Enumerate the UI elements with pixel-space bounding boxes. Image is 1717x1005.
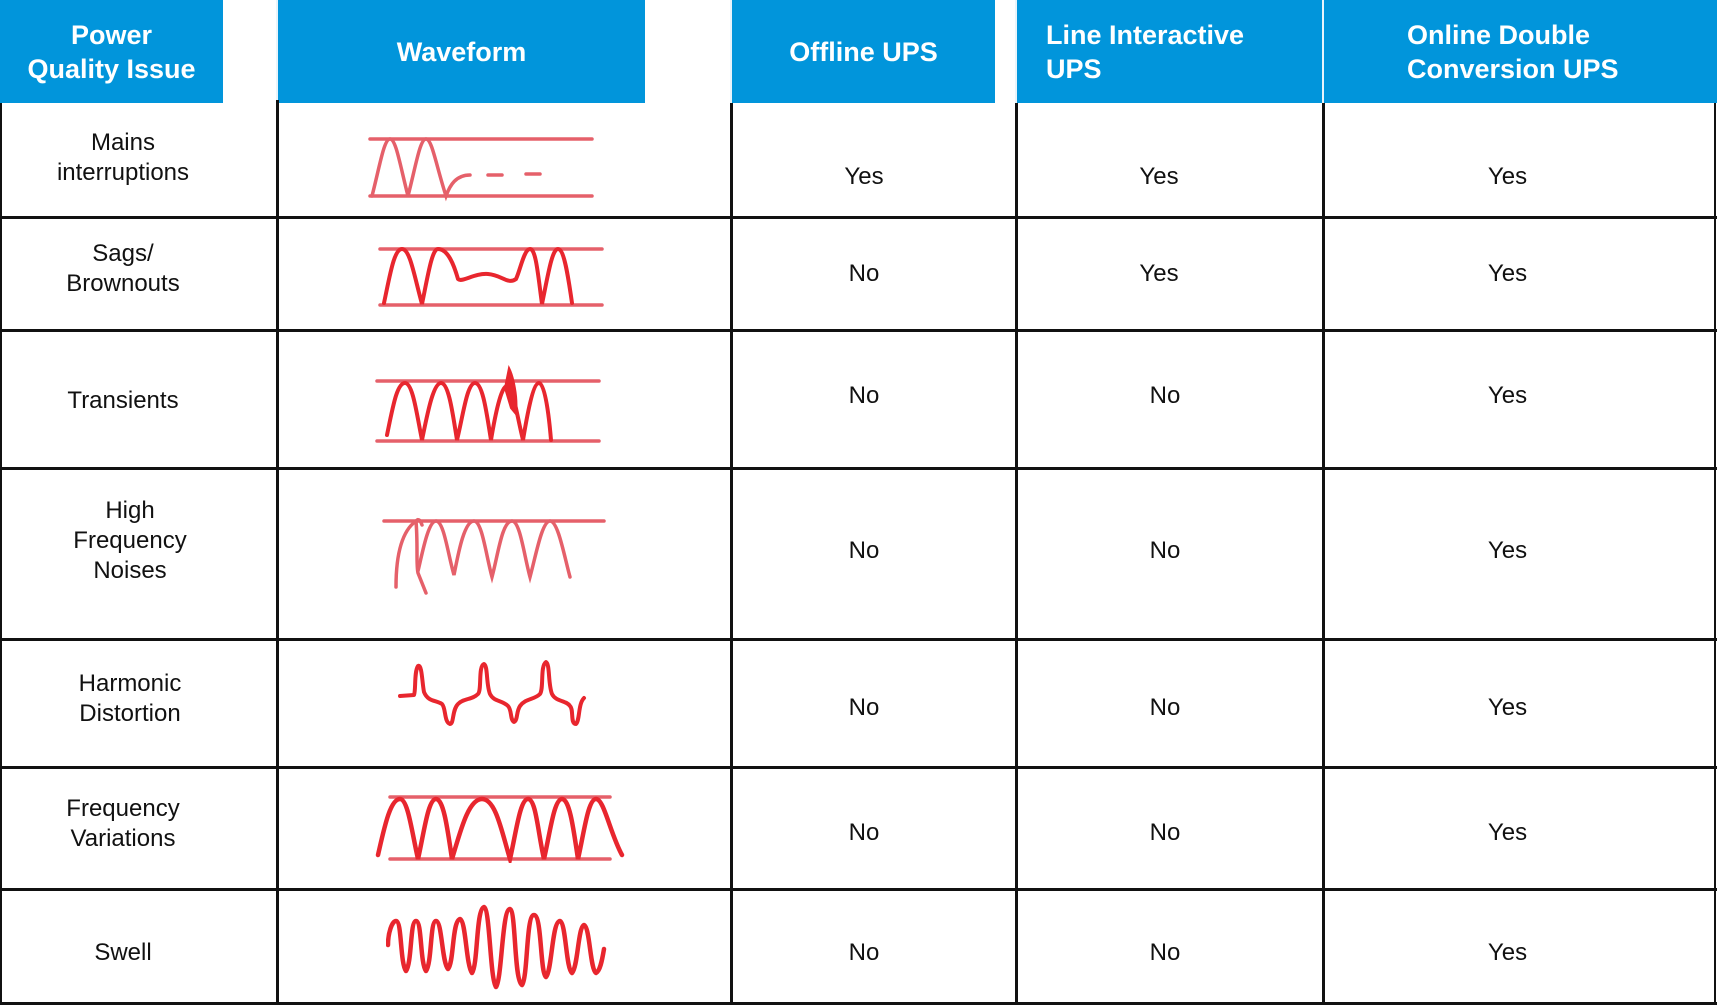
support-value: Yes [1487,260,1528,287]
header-power-quality-issue: Power Quality Issue [0,0,223,103]
grid-line [0,888,1717,891]
support-value: No [848,382,880,409]
line-interactive-ups-value: Yes [1018,249,1300,299]
support-value: Yes [1487,537,1528,564]
support-value: No [1149,819,1181,846]
offline-ups-value: No [733,526,995,576]
online-ups-value: Yes [1325,249,1690,299]
header-label: Online Double Conversion UPS [1407,19,1619,84]
table-row-swell-issue: Swell [2,928,244,978]
support-value: Yes [1487,939,1528,966]
support-value: No [848,819,880,846]
line-interactive-ups-value: No [1018,683,1312,733]
issue-label: High Frequency Noises [73,497,187,584]
high-frequency-noise-waveform-icon [382,515,606,599]
support-value: Yes [1487,694,1528,721]
issue-label: Harmonic Distortion [78,670,182,727]
harmonic-distortion-waveform-icon [398,654,606,726]
support-value: Yes [1487,163,1528,190]
grid-line [1714,103,1716,1005]
grid-line [0,766,1717,769]
sag-brownout-waveform-icon [378,245,604,311]
offline-ups-value: Yes [733,152,995,202]
offline-ups-value: No [733,249,995,299]
table-row-harmonic-distortion-issue: Harmonic Distortion [2,667,258,731]
header-divider [276,0,278,103]
line-interactive-ups-value: No [1018,808,1312,858]
support-value: Yes [1487,819,1528,846]
support-value: No [1149,382,1181,409]
online-ups-value: Yes [1325,152,1690,202]
table-row-high-frequency-noises-issue: High Frequency Noises [2,495,258,587]
table-row-frequency-variations-issue: Frequency Variations [2,792,244,856]
table-row-transients-issue: Transients [2,376,244,426]
line-interactive-ups-value: No [1018,371,1312,421]
swell-waveform-icon [386,903,622,993]
grid-line [1322,103,1325,1005]
grid-line [0,329,1717,332]
grid-line [0,1002,1717,1005]
grid-line [0,103,2,1005]
support-value: Yes [844,163,884,190]
issue-label: Mains interruptions [56,128,190,186]
table-row-sags-brownouts-issue: Sags/ Brownouts [2,230,244,308]
support-value: Yes [1139,260,1179,287]
grid-line [1015,103,1018,1005]
header-offline-ups: Offline UPS [732,0,995,103]
header-label: Power Quality Issue [27,19,196,84]
online-ups-value: Yes [1325,526,1690,576]
mains-interruption-waveform-icon [368,135,594,203]
grid-line [0,216,1717,219]
support-value: No [848,260,880,287]
support-value: No [1149,939,1181,966]
grid-line [730,103,733,1005]
support-value: Yes [1139,163,1179,190]
header-divider [730,0,732,103]
online-ups-value: Yes [1325,683,1690,733]
offline-ups-value: No [733,683,995,733]
offline-ups-value: No [733,928,995,978]
header-online-double-conversion-ups: Online Double Conversion UPS [1324,0,1717,103]
issue-label: Sags/ Brownouts [66,240,180,297]
header-line-interactive-ups: Line Interactive UPS [1017,0,1322,103]
header-label: Waveform [396,36,527,67]
header-divider [1322,0,1324,103]
online-ups-value: Yes [1325,808,1690,858]
issue-label: Swell [94,939,152,966]
online-ups-value: Yes [1325,928,1690,978]
support-value: No [1149,694,1181,721]
offline-ups-value: No [733,371,995,421]
frequency-variation-waveform-icon [374,793,628,863]
online-ups-value: Yes [1325,371,1690,421]
line-interactive-ups-value: Yes [1018,152,1300,202]
offline-ups-value: No [733,808,995,858]
header-waveform: Waveform [278,0,645,103]
header-label: Offline UPS [789,36,938,67]
header-divider [1015,0,1017,103]
transient-waveform-icon [375,346,603,446]
line-interactive-ups-value: No [1018,526,1312,576]
support-value: No [848,694,880,721]
issue-label: Transients [67,387,179,414]
table-row-mains-interruptions-issue: Mains interruptions [2,119,244,196]
issue-label: Frequency Variations [66,795,180,852]
line-interactive-ups-value: No [1018,928,1312,978]
support-value: No [848,537,880,564]
support-value: No [848,939,880,966]
header-label: Line Interactive UPS [1046,19,1245,84]
grid-line [0,638,1717,641]
support-value: Yes [1487,382,1528,409]
grid-line [0,467,1717,470]
support-value: No [1149,537,1181,564]
grid-line [276,100,279,1005]
